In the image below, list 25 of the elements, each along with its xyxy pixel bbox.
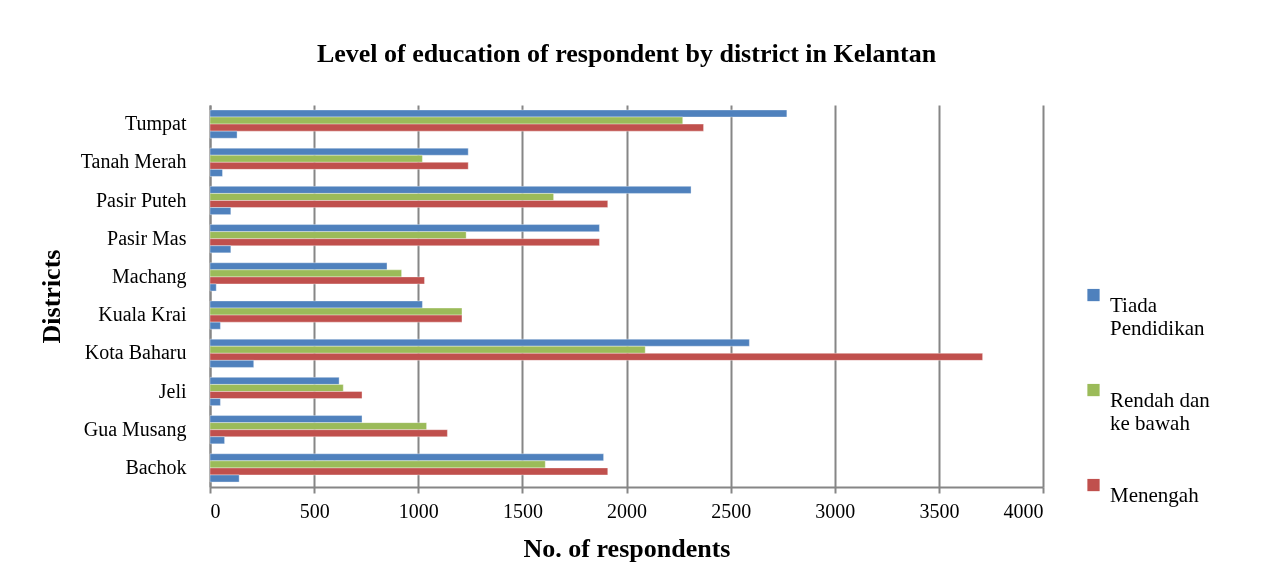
y-tick-label: Kota Baharu xyxy=(84,341,187,364)
y-tick-label: Pasir Puteh xyxy=(95,188,187,211)
legend-label: Rendah dan ke bawah xyxy=(1110,388,1211,436)
x-tick-label: 1500 xyxy=(502,499,543,522)
x-tick-label: 3500 xyxy=(919,499,960,522)
x-axis-title: No. of respondents xyxy=(523,533,731,563)
y-tick-label: Bachok xyxy=(125,455,187,478)
legend-label: Menengah xyxy=(1110,483,1200,508)
x-tick-label: 3000 xyxy=(815,499,856,522)
x-tick-label: 1000 xyxy=(398,499,439,522)
y-tick-label: Tanah Merah xyxy=(80,150,187,173)
y-tick-label: Tumpat xyxy=(124,112,187,136)
x-tick-label: 0 xyxy=(210,499,221,522)
x-tick-label: 2000 xyxy=(607,499,647,522)
x-tick-label: 2500 xyxy=(711,499,752,522)
chart-title: Level of education of respondent by district in Kelantan xyxy=(316,39,937,68)
x-tick-label: 4000 xyxy=(1003,499,1044,522)
y-tick-label: Machang xyxy=(112,264,187,288)
y-tick-label: Pasir Mas xyxy=(107,226,187,249)
y-tick-label: Kuala Krai xyxy=(98,303,187,326)
x-tick-label: 500 xyxy=(299,499,330,522)
y-tick-label: Jeli xyxy=(158,379,187,402)
y-tick-label: Gua Musang xyxy=(83,417,187,441)
legend-label: Tiada Pendidikan xyxy=(1110,293,1205,341)
y-axis-title: Districts xyxy=(36,249,66,344)
